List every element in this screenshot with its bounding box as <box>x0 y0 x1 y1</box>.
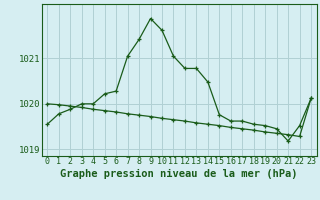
X-axis label: Graphe pression niveau de la mer (hPa): Graphe pression niveau de la mer (hPa) <box>60 169 298 179</box>
